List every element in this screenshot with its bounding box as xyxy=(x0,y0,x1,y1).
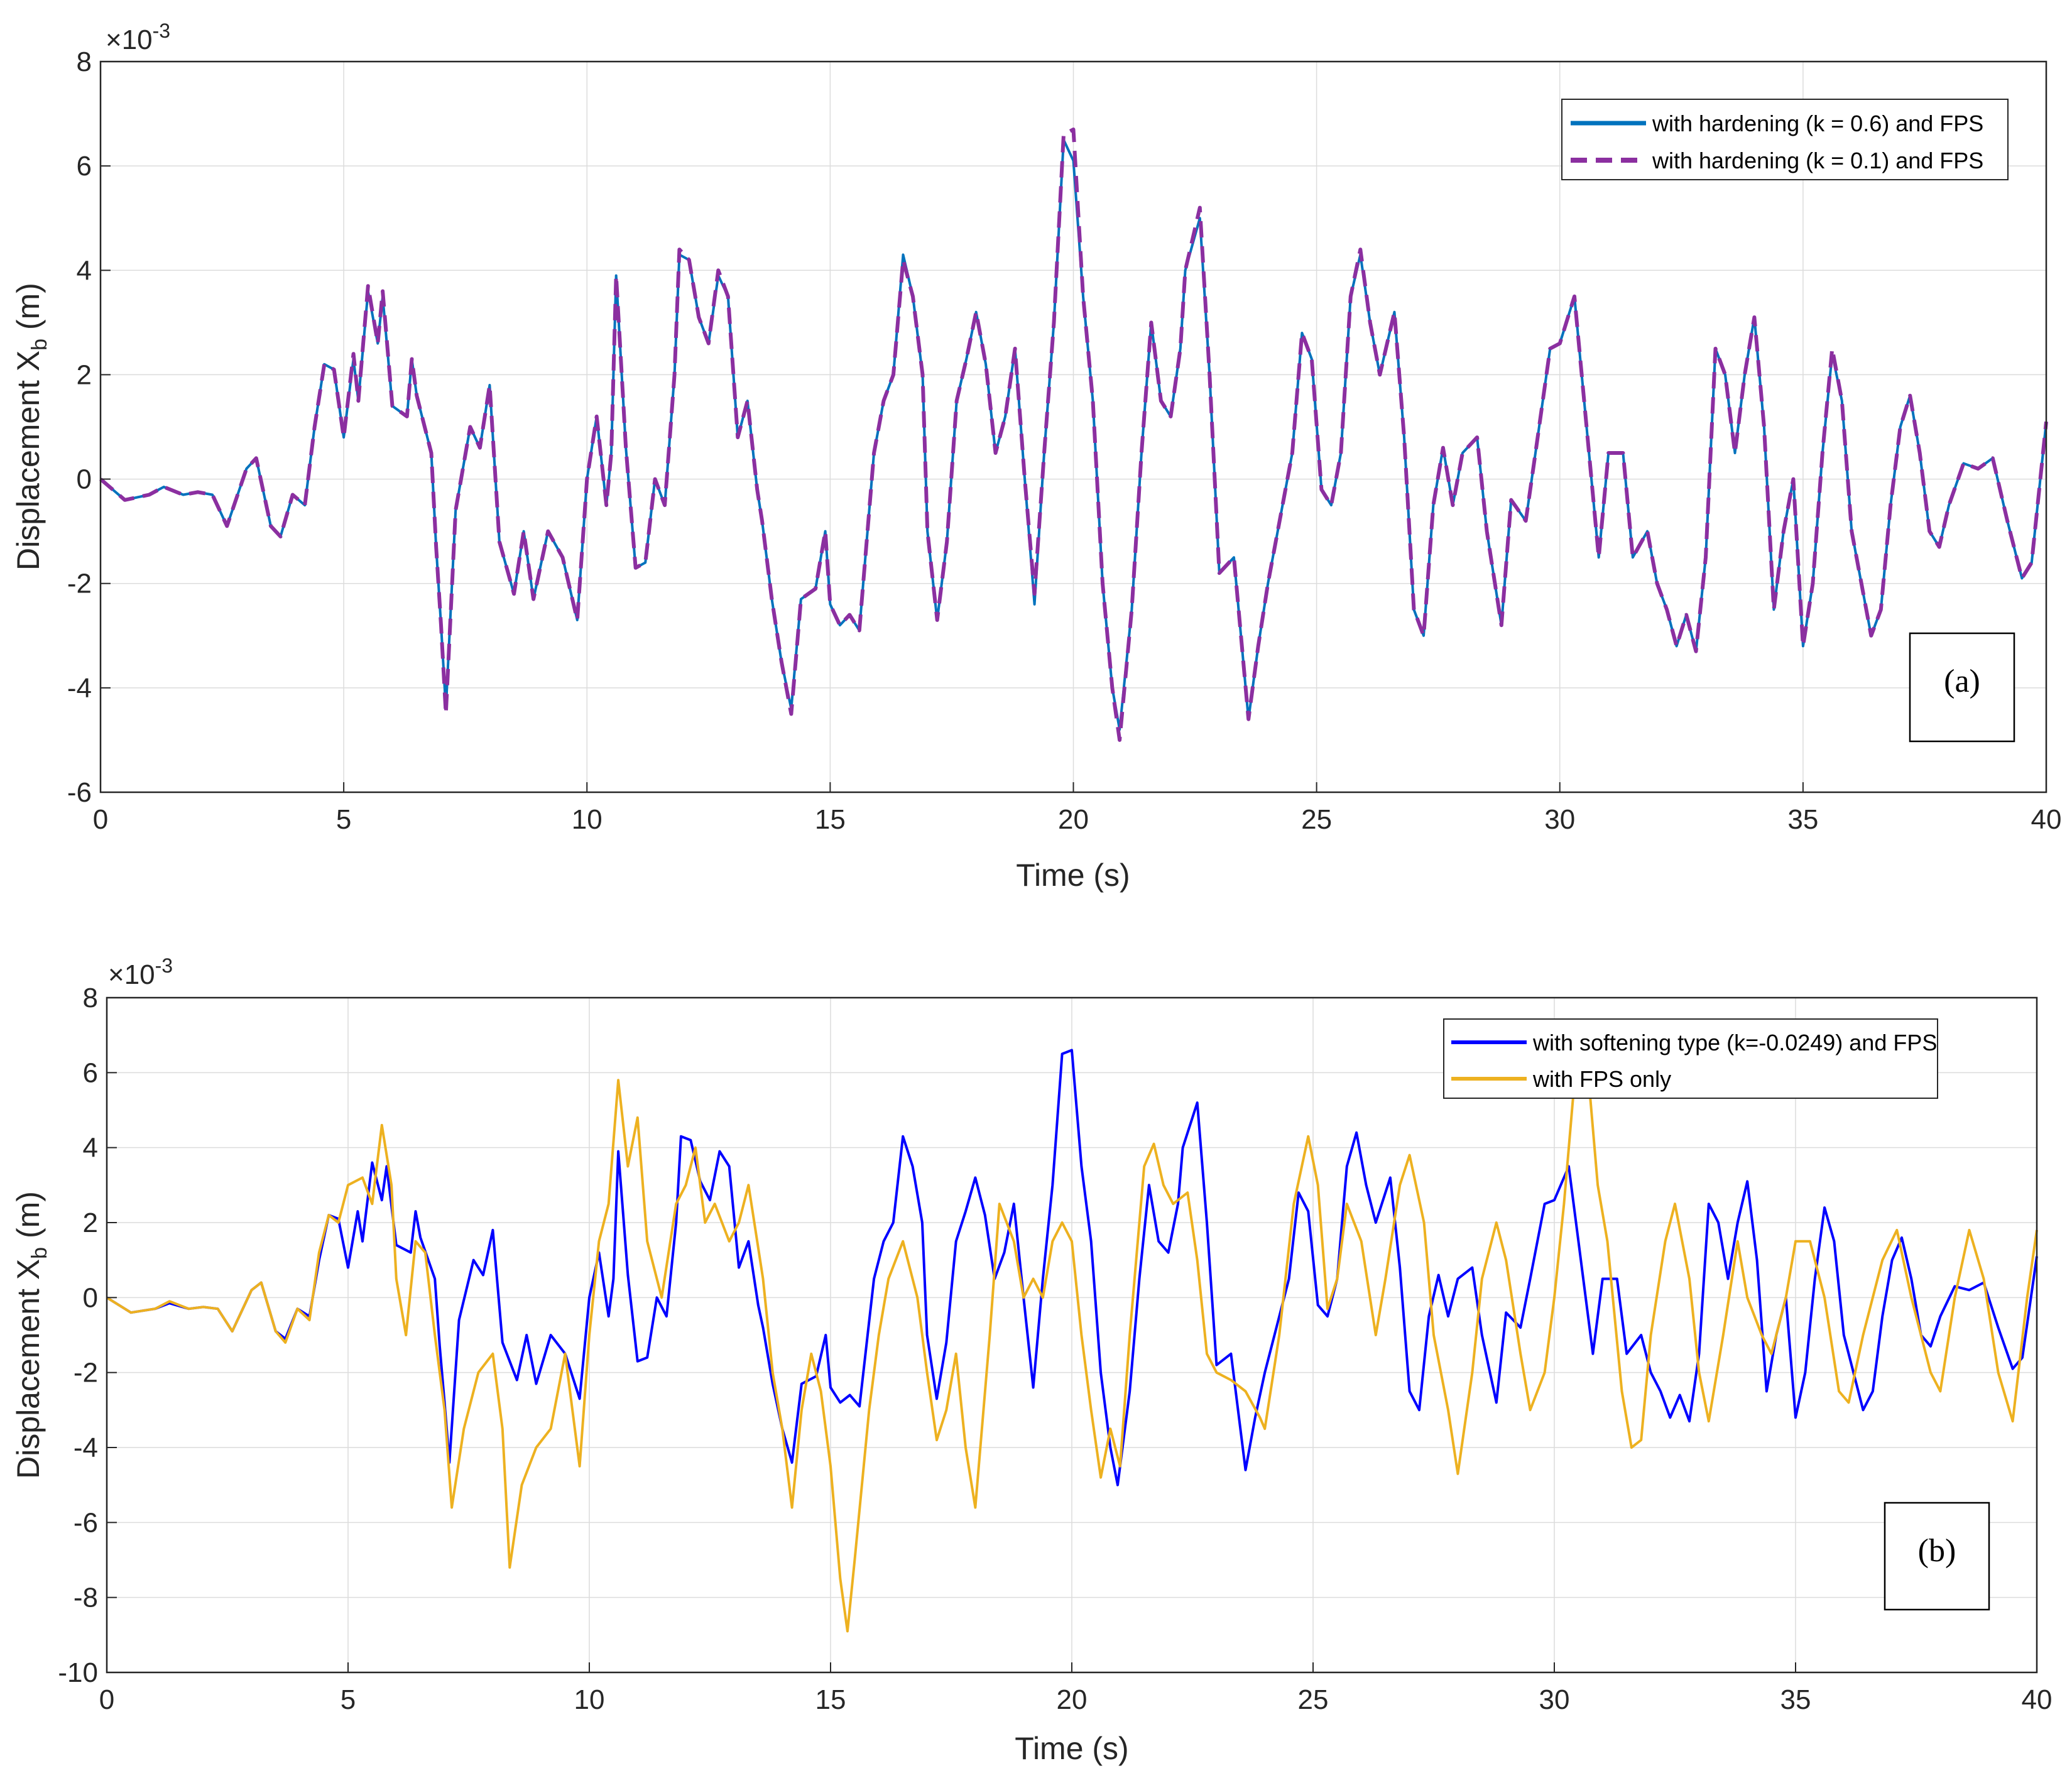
x-tick-label: 10 xyxy=(574,1684,605,1715)
y-tick-label: -6 xyxy=(67,777,92,808)
y-tick-label: -4 xyxy=(74,1432,98,1463)
y-tick-label: -2 xyxy=(67,569,92,599)
x-axis-label-b: Time (s) xyxy=(1015,1731,1128,1766)
series-layer-b xyxy=(106,1049,2038,1633)
exponent-label-a: ×10-3 xyxy=(106,19,170,55)
y-tick-label: -2 xyxy=(74,1358,98,1388)
x-tick-label: 25 xyxy=(1298,1684,1329,1715)
series-line-b-0 xyxy=(106,1049,2038,1486)
x-tick-label: 20 xyxy=(1058,804,1089,835)
legend-b: with softening type (k=-0.0249) and FPS … xyxy=(1443,1018,1938,1099)
x-tick-label: 25 xyxy=(1301,804,1332,835)
panel-label-b: (b) xyxy=(1918,1533,1956,1569)
legend-box-b xyxy=(1443,1018,1938,1099)
panel-a: 0 5 10 15 20 25 30 35 40 -6 -4 -2 0 2 4 6 8 ×10-3 Time (… xyxy=(11,19,2061,893)
panel-label-box-a xyxy=(1909,632,2015,743)
x-tick-label: 30 xyxy=(1539,1684,1570,1715)
y-tick-label: -8 xyxy=(74,1583,98,1613)
y-tick-label: 4 xyxy=(83,1133,98,1164)
x-tick-label: 30 xyxy=(1544,804,1575,835)
panel-label-a: (a) xyxy=(1944,663,1980,699)
series-line-a-1 xyxy=(99,128,2048,742)
x-tick-label: 0 xyxy=(99,1684,114,1715)
x-tick-label: 15 xyxy=(815,1684,846,1715)
legend-label-hardening-01: with hardening (k = 0.1) and FPS xyxy=(1652,148,1983,173)
y-tick-label: 6 xyxy=(77,151,92,182)
y-tick-label: -4 xyxy=(67,673,92,704)
y-axis-label-b: Displacement Xb (m) xyxy=(11,1191,52,1479)
ticks-a: 0 5 10 15 20 25 30 35 40 -6 -4 -2 0 2 4 6 8 xyxy=(67,46,2062,835)
x-tick-label: 5 xyxy=(341,1684,356,1715)
legend-label-fps-only: with FPS only xyxy=(1532,1066,1671,1092)
x-tick-label: 35 xyxy=(1780,1684,1811,1715)
y-tick-label: 2 xyxy=(83,1208,98,1238)
y-tick-label: 2 xyxy=(77,359,92,390)
y-tick-label: 6 xyxy=(83,1057,98,1088)
ticks-b: 0 5 10 15 20 25 30 35 40 -10 -8 -6 -4 -2 0 2 4 6 8 xyxy=(58,983,2052,1715)
x-tick-label: 40 xyxy=(2022,1684,2053,1715)
x-tick-label: 5 xyxy=(336,804,351,835)
panel-label-box-b xyxy=(1884,1502,1990,1611)
series-line-b-1 xyxy=(106,1071,2038,1633)
legend-label-softening: with softening type (k=-0.0249) and FPS xyxy=(1532,1030,1937,1055)
x-tick-label: 0 xyxy=(93,804,108,835)
panel-b: 0 5 10 15 20 25 30 35 40 -10 -8 -6 -4 -2 0 2 4 6 8 ×10-3 T… xyxy=(11,954,2052,1766)
y-tick-label: -10 xyxy=(58,1657,98,1688)
x-tick-label: 40 xyxy=(2031,804,2062,835)
legend-box-a xyxy=(1561,99,2009,180)
y-tick-label: 0 xyxy=(77,464,92,495)
x-tick-label: 35 xyxy=(1787,804,1818,835)
y-tick-label: 0 xyxy=(83,1282,98,1313)
exponent-label-b: ×10-3 xyxy=(108,954,173,990)
series-layer-a xyxy=(99,128,2048,742)
x-tick-label: 20 xyxy=(1057,1684,1088,1715)
y-tick-label: -6 xyxy=(74,1507,98,1538)
legend-label-hardening-06: with hardening (k = 0.6) and FPS xyxy=(1652,111,1983,136)
y-tick-label: 4 xyxy=(77,255,92,286)
legend-a: with hardening (k = 0.6) and FPS with ha… xyxy=(1561,99,2009,180)
x-axis-label-a: Time (s) xyxy=(1016,858,1130,893)
x-tick-label: 10 xyxy=(572,804,603,835)
y-tick-label: 8 xyxy=(77,46,92,77)
x-tick-label: 15 xyxy=(815,804,846,835)
y-tick-label: 8 xyxy=(83,983,98,1013)
y-axis-label-a: Displacement Xb (m) xyxy=(11,283,52,570)
